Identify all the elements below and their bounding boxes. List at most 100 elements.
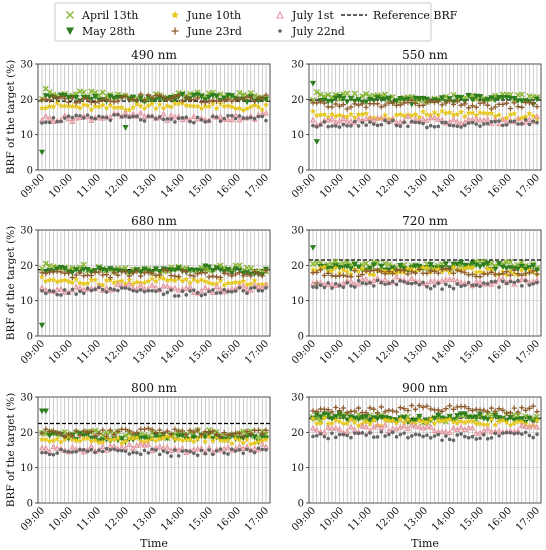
data-point <box>251 439 258 446</box>
data-point <box>154 116 158 121</box>
data-point <box>431 420 438 427</box>
data-point <box>43 120 48 125</box>
data-point <box>119 94 125 101</box>
data-point <box>51 289 56 294</box>
data-point <box>160 110 167 117</box>
data-point <box>93 450 97 455</box>
data-point <box>444 434 448 438</box>
x-tick-label: 16:00 <box>215 172 243 200</box>
x-axis-label: Time <box>411 537 439 550</box>
data-point <box>236 430 243 437</box>
data-point <box>355 97 362 103</box>
y-axis-label: BRF of the target (%) <box>5 226 17 341</box>
data-point <box>50 103 57 110</box>
data-point <box>228 279 235 286</box>
data-point <box>226 113 230 118</box>
data-point <box>259 281 266 287</box>
data-point <box>232 278 239 285</box>
data-point <box>336 269 343 276</box>
data-point <box>103 268 110 274</box>
data-point <box>126 440 133 447</box>
data-point <box>359 101 365 107</box>
data-point <box>322 434 327 439</box>
data-point <box>450 101 457 107</box>
data-point <box>192 451 196 456</box>
data-point <box>43 96 49 102</box>
data-point <box>244 94 250 100</box>
data-point <box>88 428 94 435</box>
data-point <box>80 101 87 108</box>
data-point <box>409 402 415 409</box>
data-point <box>447 284 452 289</box>
data-point <box>347 423 354 430</box>
data-point <box>454 118 461 125</box>
data-point <box>511 267 517 273</box>
data-point <box>459 432 463 436</box>
data-point <box>390 408 396 414</box>
data-point <box>243 99 251 106</box>
data-point <box>84 102 91 109</box>
data-point <box>503 271 510 278</box>
x-tick-label: 10:00 <box>47 338 75 366</box>
data-point <box>332 95 339 102</box>
data-point <box>111 436 118 442</box>
data-point <box>435 407 441 413</box>
x-tick-label: 12:00 <box>103 505 131 533</box>
data-point <box>122 125 129 131</box>
data-point <box>42 444 49 451</box>
data-point <box>74 113 78 118</box>
x-tick-label: 11:00 <box>346 338 374 366</box>
data-point <box>480 109 487 116</box>
data-point <box>522 423 529 430</box>
data-point <box>488 109 495 116</box>
data-point <box>504 281 509 286</box>
data-point <box>522 267 529 273</box>
data-point <box>454 110 461 117</box>
data-point <box>349 435 353 440</box>
data-point <box>195 115 200 120</box>
data-point <box>455 124 460 129</box>
data-point <box>55 451 59 455</box>
x-tick-label: 14:00 <box>430 172 458 200</box>
data-point <box>375 278 380 283</box>
data-point <box>206 103 213 109</box>
data-point <box>398 279 403 283</box>
y-tick-label: 20 <box>20 95 33 106</box>
data-point <box>325 91 332 98</box>
data-point <box>69 274 75 281</box>
data-point <box>337 283 342 288</box>
data-point <box>39 430 45 436</box>
data-point <box>404 265 411 272</box>
data-point <box>408 274 415 281</box>
data-point <box>96 431 102 437</box>
data-point <box>152 97 159 104</box>
data-point <box>416 113 423 120</box>
data-point <box>92 276 99 283</box>
data-point <box>496 275 503 282</box>
data-point <box>473 115 480 122</box>
data-point <box>58 269 64 275</box>
data-point <box>103 277 110 284</box>
data-point <box>65 102 72 109</box>
data-point <box>462 404 468 410</box>
x-tick-label: 10:00 <box>318 172 346 200</box>
data-point <box>447 98 453 104</box>
data-point <box>183 275 190 282</box>
data-point <box>355 280 362 287</box>
data-point <box>54 95 60 102</box>
data-point <box>416 417 423 424</box>
data-point <box>488 416 495 423</box>
x-tick-label: 16:00 <box>486 172 514 200</box>
data-point <box>423 264 430 271</box>
data-point <box>59 293 63 297</box>
data-point <box>39 444 45 451</box>
y-tick-label: 10 <box>20 296 33 307</box>
data-point <box>417 282 422 287</box>
data-point <box>172 426 178 432</box>
legend-marker-star <box>171 10 179 19</box>
data-point <box>351 90 358 97</box>
data-point <box>332 118 339 125</box>
data-point <box>347 271 355 277</box>
data-point <box>503 266 510 272</box>
data-point <box>401 267 407 274</box>
